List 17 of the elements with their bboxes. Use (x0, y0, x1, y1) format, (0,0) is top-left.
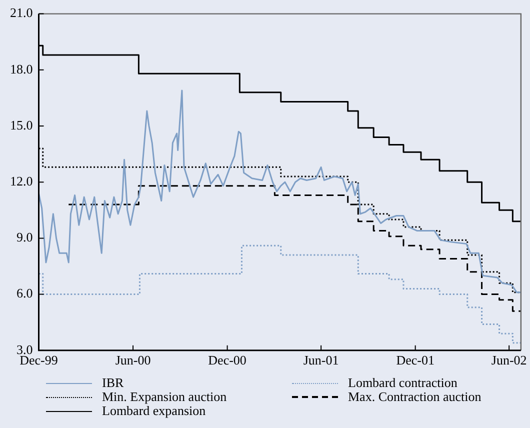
x-tick-label: Jun-02 (491, 352, 527, 368)
x-tick-label: Jun-00 (115, 352, 151, 368)
y-tick-label: 3.0 (16, 342, 33, 357)
legend-label: Min. Expansion auction (102, 389, 227, 404)
x-tick-label: Dec-01 (396, 352, 434, 368)
y-tick-label: 15.0 (10, 117, 33, 132)
y-tick-label: 18.0 (10, 61, 33, 76)
legend-label: Lombard contraction (348, 375, 458, 390)
y-tick-label: 21.0 (10, 5, 33, 20)
legend-label: Lombard expansion (102, 403, 206, 418)
x-tick-label: Dec-00 (208, 352, 246, 368)
legend-label: IBR (102, 375, 124, 390)
legend-label: Max. Contraction auction (348, 389, 482, 404)
x-tick-label: Jun-01 (303, 352, 339, 368)
y-tick-label: 6.0 (16, 286, 33, 301)
y-tick-label: 12.0 (10, 174, 33, 189)
y-tick-label: 9.0 (16, 230, 33, 245)
